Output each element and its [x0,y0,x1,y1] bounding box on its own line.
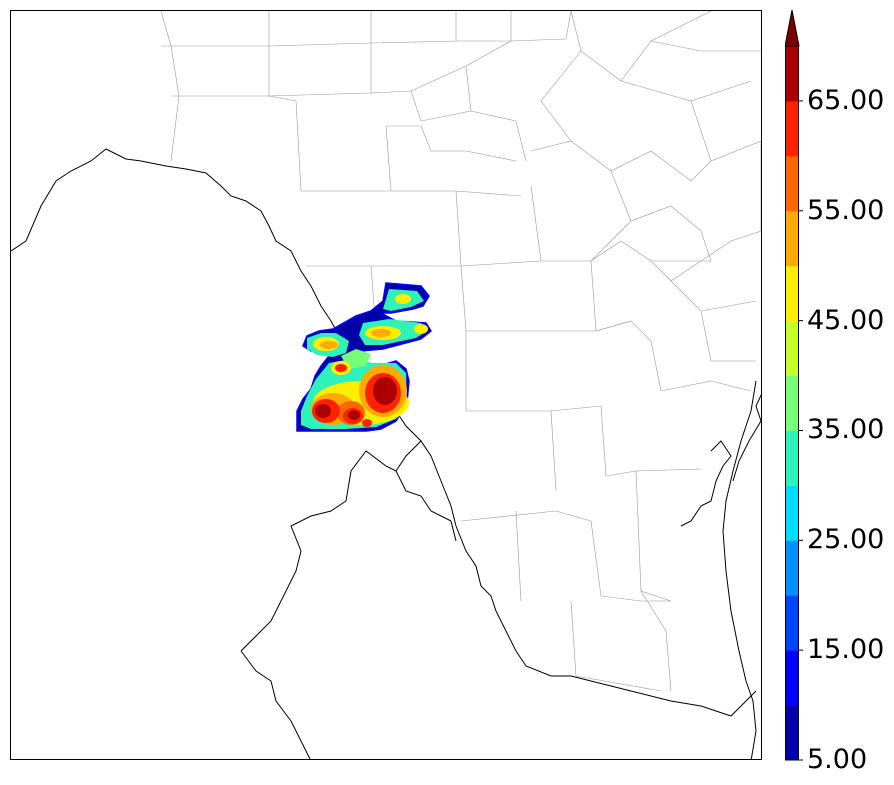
colorbar-frame [785,45,799,761]
colorbar-swatch [785,540,799,596]
colorbar-swatch [785,210,799,267]
colorbar-tick-label: 5.00 [807,744,868,775]
colorbar-swatch [785,320,799,377]
colorbar-tick-label: 15.00 [807,634,885,666]
colorbar-extend-arrow [785,9,800,47]
colorbar: 5.00 15.00 25.00 35.00 45.00 55.00 65.00 [785,8,894,773]
reflectivity-cell [373,377,397,405]
colorbar-swatch [785,46,799,102]
colorbar-scale [785,9,803,761]
colorbar-tick-label: 55.00 [807,194,885,226]
colorbar-swatch [785,650,799,706]
colorbar-swatch [785,375,799,431]
reflectivity-cell [335,364,347,372]
colorbar-tick-label: 65.00 [807,84,885,116]
reflectivity-cell [395,294,411,304]
reflectivity-cell [320,341,338,349]
border-lines [11,148,761,759]
colorbar-swatch [785,705,799,761]
colorbar-tick-label: 35.00 [807,414,885,446]
colorbar-tick-label: 25.00 [807,524,885,556]
colorbar-swatch [785,100,799,157]
reflectivity-cell [362,419,372,427]
reflectivity-cell [414,324,428,334]
county-lines [160,11,761,692]
colorbar-swatch [785,265,799,322]
colorbar-swatch [785,430,799,486]
colorbar-swatch [785,485,799,541]
reflectivity-cell [315,404,331,418]
radar-map [10,10,762,760]
reflectivity-cell [348,410,360,420]
reflectivity-contours [296,282,432,432]
map-canvas [11,11,761,759]
reflectivity-cell [371,329,391,337]
colorbar-swatch [785,155,799,212]
colorbar-swatch [785,595,799,651]
colorbar-tick-label: 45.00 [807,304,885,336]
